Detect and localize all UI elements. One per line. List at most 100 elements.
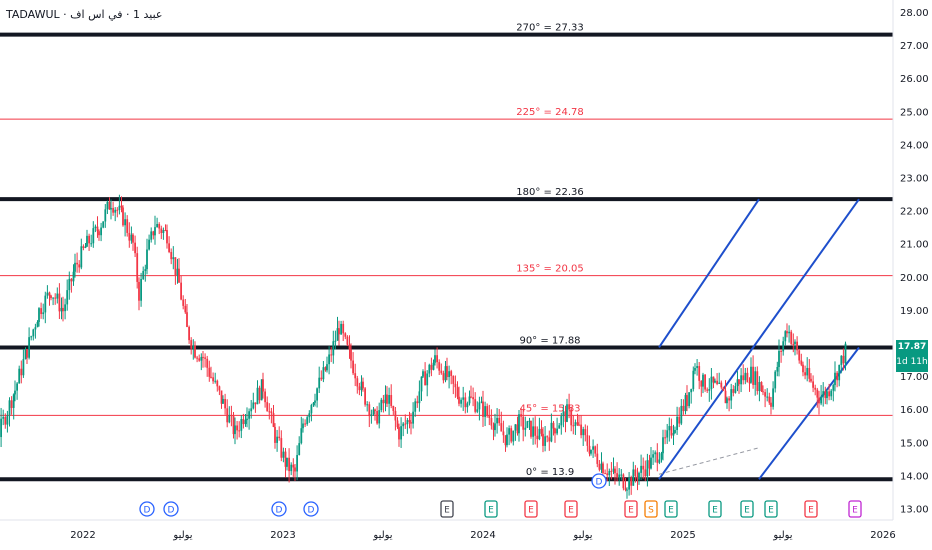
candle-body-133 <box>216 380 219 387</box>
candle-body-442 <box>834 372 836 386</box>
y-tick-13: 26.00 <box>900 74 929 85</box>
candle-body-264 <box>478 402 481 410</box>
candle-body-413 <box>776 367 779 372</box>
candle-body-61 <box>72 271 75 282</box>
candle-body-88 <box>126 219 129 233</box>
candle-body-287 <box>524 427 527 430</box>
candle-body-387 <box>724 390 727 404</box>
candle-body-400 <box>750 366 752 383</box>
candle-body-350 <box>650 457 652 469</box>
candle-body-196 <box>342 323 345 334</box>
candle-body-100 <box>150 231 153 240</box>
candle-body-382 <box>714 380 716 383</box>
x-tick-9: 2026 <box>870 530 895 541</box>
candle-body-215 <box>380 399 383 411</box>
candle-body-170 <box>290 464 293 472</box>
candle-body-190 <box>330 354 333 356</box>
candle-body-178 <box>306 417 309 425</box>
candle-body-389 <box>728 398 730 401</box>
candle-body-74 <box>98 231 100 236</box>
event-label-3: D <box>168 506 175 516</box>
dashed-line <box>658 447 760 475</box>
candle-body-334 <box>618 474 621 478</box>
candle-body-275 <box>500 423 503 432</box>
candle-body-266 <box>482 401 484 417</box>
candle-body-228 <box>406 420 409 425</box>
event-label-14: E <box>712 506 718 516</box>
candle-body-124 <box>198 358 201 361</box>
candle-body-308 <box>566 404 568 422</box>
candle-body-160 <box>270 411 273 414</box>
candle-body-219 <box>388 394 390 404</box>
x-tick-3: 2023 <box>270 530 295 541</box>
candle-body-429 <box>808 367 811 379</box>
candle-body-94 <box>138 281 140 301</box>
candle-body-150 <box>250 408 253 412</box>
candle-body-283 <box>516 424 519 434</box>
candle-body-143 <box>236 425 238 431</box>
x-tick-5: 2024 <box>470 530 495 541</box>
candle-body-338 <box>626 489 628 491</box>
candle-body-58 <box>66 290 69 305</box>
candle-body-232 <box>414 401 417 412</box>
candle-body-224 <box>398 427 400 440</box>
candle-body-158 <box>266 402 269 412</box>
candle-body-269 <box>488 415 491 419</box>
candle-body-236 <box>422 371 424 377</box>
candle-body-309 <box>568 404 570 410</box>
candle-body-53 <box>56 293 59 299</box>
candle-body-182 <box>314 400 316 403</box>
candle-body-29 <box>8 400 11 416</box>
candle-body-164 <box>278 436 281 439</box>
candle-body-218 <box>386 394 388 404</box>
candle-body-177 <box>304 423 306 425</box>
candle-body-272 <box>494 423 496 431</box>
event-markers: DDDDDDEEEEDESEEEEEE <box>139 473 862 518</box>
candle-body-123 <box>196 357 198 359</box>
candle-body-181 <box>312 402 315 406</box>
event-earnings-12 <box>644 500 658 518</box>
candle-body-353 <box>656 452 659 463</box>
candle-body-28 <box>6 415 9 425</box>
candle-body-169 <box>288 457 290 472</box>
candle-body-401 <box>752 366 754 385</box>
candle-body-244 <box>438 362 441 371</box>
candle-body-80 <box>110 207 112 210</box>
candle-body-132 <box>214 380 217 382</box>
candle-body-230 <box>410 422 412 424</box>
candle-body-75 <box>100 227 102 236</box>
candle-body-60 <box>70 278 73 282</box>
candle-body-404 <box>758 382 761 392</box>
candle-body-238 <box>426 373 429 386</box>
candle-body-396 <box>742 375 745 381</box>
candle-body-278 <box>506 434 508 446</box>
candle-body-47 <box>44 295 47 313</box>
candle-body-414 <box>778 350 780 368</box>
candle-body-64 <box>78 264 81 268</box>
candle-body-56 <box>62 307 64 312</box>
candle-body-106 <box>162 230 165 234</box>
candle-body-242 <box>434 355 436 363</box>
candle-body-163 <box>276 436 278 443</box>
candle-body-144 <box>238 430 241 432</box>
candle-body-380 <box>710 376 713 389</box>
candle-body-430 <box>810 378 812 382</box>
candle-body-410 <box>770 402 772 407</box>
last-price-value: 17.87 <box>897 342 927 352</box>
candle-body-372 <box>694 367 696 371</box>
candle-body-110 <box>170 251 173 260</box>
candle-body-156 <box>262 379 264 392</box>
candle-body-142 <box>234 425 236 435</box>
time-axis-ticks[interactable]: يوليو2022يوليو2023يوليو2024يوليو2025يولي… <box>0 530 932 541</box>
y-tick-7: 20.00 <box>900 273 929 284</box>
event-label-4: D <box>276 506 283 516</box>
x-tick-8: يوليو <box>772 530 792 541</box>
candle-body-239 <box>428 364 431 374</box>
candle-body-377 <box>704 374 706 390</box>
candle-body-285 <box>520 414 522 417</box>
candle-body-92 <box>134 242 136 254</box>
candle-body-428 <box>806 367 809 376</box>
event-label-5: D <box>308 506 315 516</box>
candle-body-423 <box>796 341 798 351</box>
